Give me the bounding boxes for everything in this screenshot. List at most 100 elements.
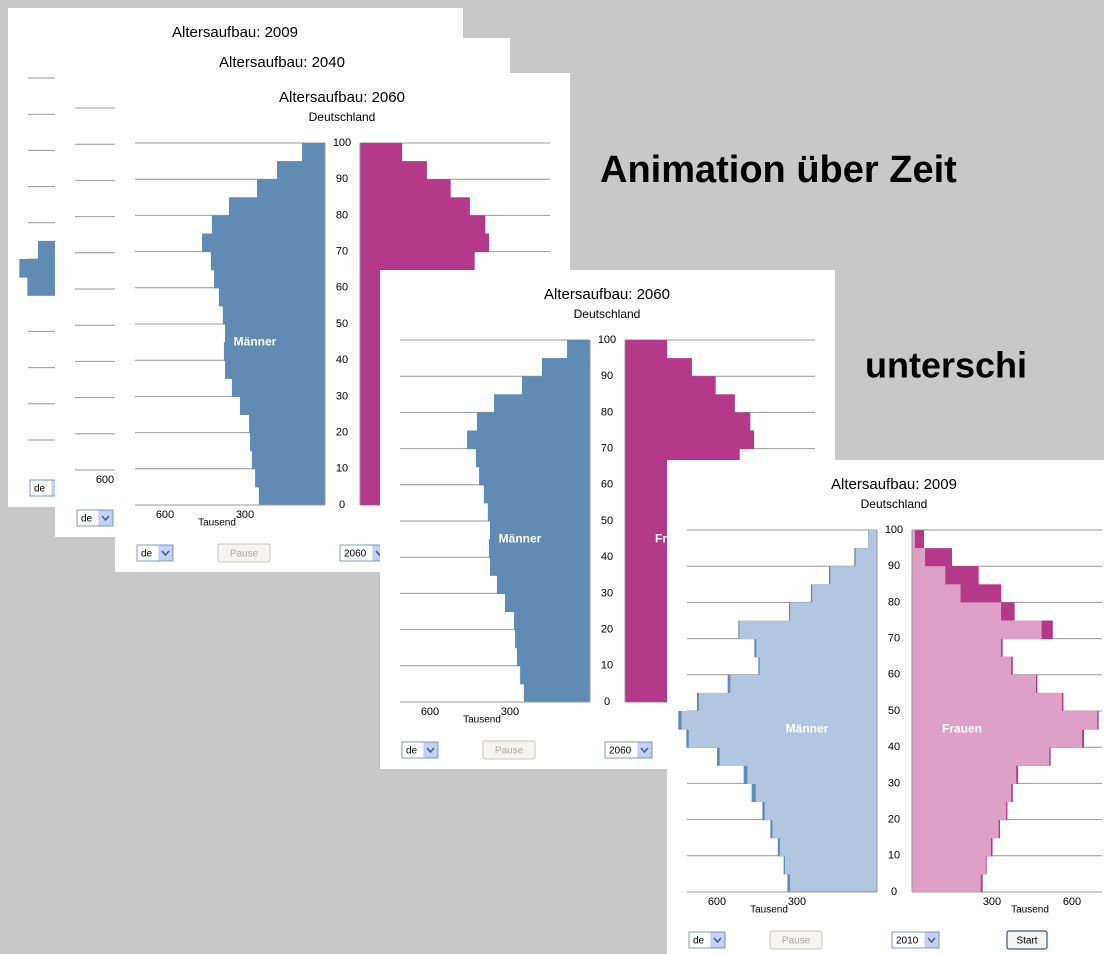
male-bar <box>516 647 590 667</box>
select-value[interactable]: 2010 <box>896 936 919 947</box>
age-tick-label: 10 <box>336 463 348 475</box>
select-arrow[interactable] <box>924 932 939 948</box>
select-arrow[interactable] <box>637 742 652 758</box>
x-tick-label: 300 <box>788 896 806 908</box>
male-bar <box>490 521 590 540</box>
female-bar <box>912 692 1062 712</box>
x-tick-label: 600 <box>708 896 726 908</box>
age-tick-label: 10 <box>601 660 613 672</box>
x-tick-label: 300 <box>501 706 519 718</box>
male-bar <box>494 394 590 413</box>
male-bar <box>582 340 590 341</box>
bars <box>678 530 1099 892</box>
select-arrow-icon[interactable] <box>927 937 936 944</box>
pause-button[interactable] <box>217 543 271 563</box>
male-bar <box>222 305 325 325</box>
select-value[interactable]: de <box>81 514 93 525</box>
male-bar <box>255 468 325 488</box>
female-bar <box>625 358 692 377</box>
x-axis-label: Tausend <box>463 715 501 726</box>
age-tick-label: 50 <box>888 705 900 717</box>
male-bar <box>515 629 590 649</box>
select-arrow-icon[interactable] <box>640 747 649 754</box>
pause-label[interactable]: Pause <box>230 549 259 560</box>
age-tick-label: 30 <box>888 777 900 789</box>
male-bar <box>223 342 325 361</box>
age-tick-label: 20 <box>336 427 348 439</box>
select-value[interactable]: de <box>693 936 705 947</box>
female-bar <box>625 430 755 450</box>
female-bar <box>625 394 735 413</box>
female-bar <box>912 638 1002 658</box>
pause-button[interactable] <box>482 740 536 760</box>
male-bar <box>790 873 877 892</box>
male-bar <box>214 269 325 289</box>
male-bar <box>522 376 590 395</box>
female-bar <box>912 566 946 585</box>
age-tick-label: 100 <box>885 524 903 536</box>
select-arrow[interactable] <box>98 510 113 526</box>
age-tick-label: 80 <box>888 596 900 608</box>
pause-button[interactable] <box>769 930 823 950</box>
select-value[interactable]: de <box>141 549 153 560</box>
panel-subtitle: Deutschland <box>574 307 641 321</box>
pause-label[interactable]: Pause <box>495 746 524 757</box>
male-bar <box>317 143 325 144</box>
select-arrow-icon[interactable] <box>713 937 722 944</box>
male-bar <box>739 620 877 640</box>
select-value[interactable]: de <box>406 746 418 757</box>
pyramid-panel: Altersaufbau: 2009 Deutschland 0 10 20 30 40 50… <box>667 460 1104 954</box>
x-tick-label: 600 <box>96 474 114 486</box>
male-bar <box>688 729 877 748</box>
female-bar <box>912 837 991 857</box>
select-arrow-icon[interactable] <box>161 550 170 557</box>
male-bar <box>755 783 877 802</box>
select-arrow-icon[interactable] <box>101 515 110 522</box>
female-bar <box>912 620 1042 640</box>
select-arrow[interactable] <box>158 545 173 561</box>
age-tick-label: 60 <box>336 282 348 294</box>
female-bar <box>912 584 961 603</box>
female-bar <box>912 783 1012 802</box>
pause-label[interactable]: Pause <box>782 936 811 947</box>
x-tick-label: 600 <box>421 706 439 718</box>
male-bar <box>790 602 877 621</box>
male-bar <box>764 801 877 821</box>
x-axis-label: Tausend <box>750 905 788 916</box>
male-bar <box>211 215 325 234</box>
select-value[interactable]: 2060 <box>344 549 367 560</box>
female-bar <box>912 548 926 567</box>
male-bar <box>812 584 877 603</box>
female-bar <box>360 143 403 162</box>
age-tick-label: 70 <box>888 633 900 645</box>
male-bar <box>567 340 590 359</box>
panel-title: Altersaufbau: 2060 <box>279 89 405 106</box>
age-tick-label: 50 <box>336 318 348 330</box>
female-bar <box>912 729 1083 748</box>
male-bar <box>488 539 590 558</box>
age-tick-label: 30 <box>601 587 613 599</box>
start-button[interactable] <box>1006 930 1048 950</box>
select-arrow[interactable] <box>423 742 438 758</box>
male-bar <box>520 665 590 685</box>
male-bar <box>496 575 590 594</box>
female-bar <box>360 251 475 271</box>
male-bar <box>514 611 590 631</box>
female-bar <box>912 765 1017 784</box>
age-tick-label: 0 <box>891 886 897 898</box>
female-bar <box>912 674 1036 694</box>
start-label[interactable]: Start <box>1016 936 1037 947</box>
select-arrow[interactable] <box>710 932 725 948</box>
male-bar <box>257 179 325 198</box>
age-tick-label: 80 <box>336 209 348 221</box>
age-tick-label: 70 <box>601 443 613 455</box>
age-tick-label: 80 <box>601 406 613 418</box>
male-bar <box>756 638 877 658</box>
select-value[interactable]: de <box>34 484 46 495</box>
age-tick-label: 60 <box>601 479 613 491</box>
select-value[interactable]: 2060 <box>609 746 632 757</box>
male-bar <box>830 566 877 585</box>
select-arrow-icon[interactable] <box>426 747 435 754</box>
male-bar <box>855 548 877 567</box>
